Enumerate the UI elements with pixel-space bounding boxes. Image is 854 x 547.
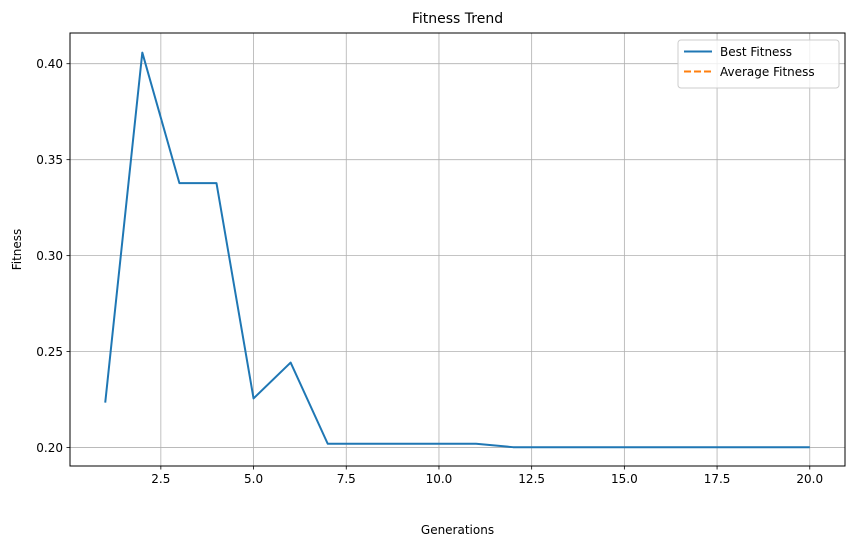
legend-label: Best Fitness <box>720 45 792 59</box>
x-axis: 2.5 5.0 7.5 10.0 12.5 15.0 17.5 20.0 <box>151 466 823 486</box>
y-tick-label: 0.30 <box>36 249 63 263</box>
legend-label: Average Fitness <box>720 65 815 79</box>
plot-frame <box>69 32 846 467</box>
y-axis: 0.20 0.25 0.30 0.35 0.40 <box>36 57 70 455</box>
y-axis-label: Fitness <box>10 229 24 271</box>
x-axis-label: Generations <box>421 523 494 537</box>
x-tick-label: 5.0 <box>244 472 263 486</box>
legend: Best Fitness Average Fitness <box>677 39 840 89</box>
series-line <box>104 51 810 449</box>
y-tick-label: 0.25 <box>36 345 63 359</box>
y-tick-label: 0.20 <box>36 441 63 455</box>
y-tick-label: 0.35 <box>36 153 63 167</box>
x-tick-label: 17.5 <box>704 472 731 486</box>
chart-title: Fitness Trend <box>412 11 503 27</box>
x-tick-label: 15.0 <box>611 472 638 486</box>
x-tick-label: 2.5 <box>151 472 170 486</box>
grid <box>70 33 845 466</box>
y-tick-label: 0.40 <box>36 57 63 71</box>
x-tick-label: 12.5 <box>518 472 545 486</box>
x-tick-label: 10.0 <box>426 472 453 486</box>
x-tick-label: 20.0 <box>796 472 823 486</box>
legend-box <box>677 39 840 89</box>
series-layer <box>104 51 810 449</box>
x-tick-label: 7.5 <box>337 472 356 486</box>
